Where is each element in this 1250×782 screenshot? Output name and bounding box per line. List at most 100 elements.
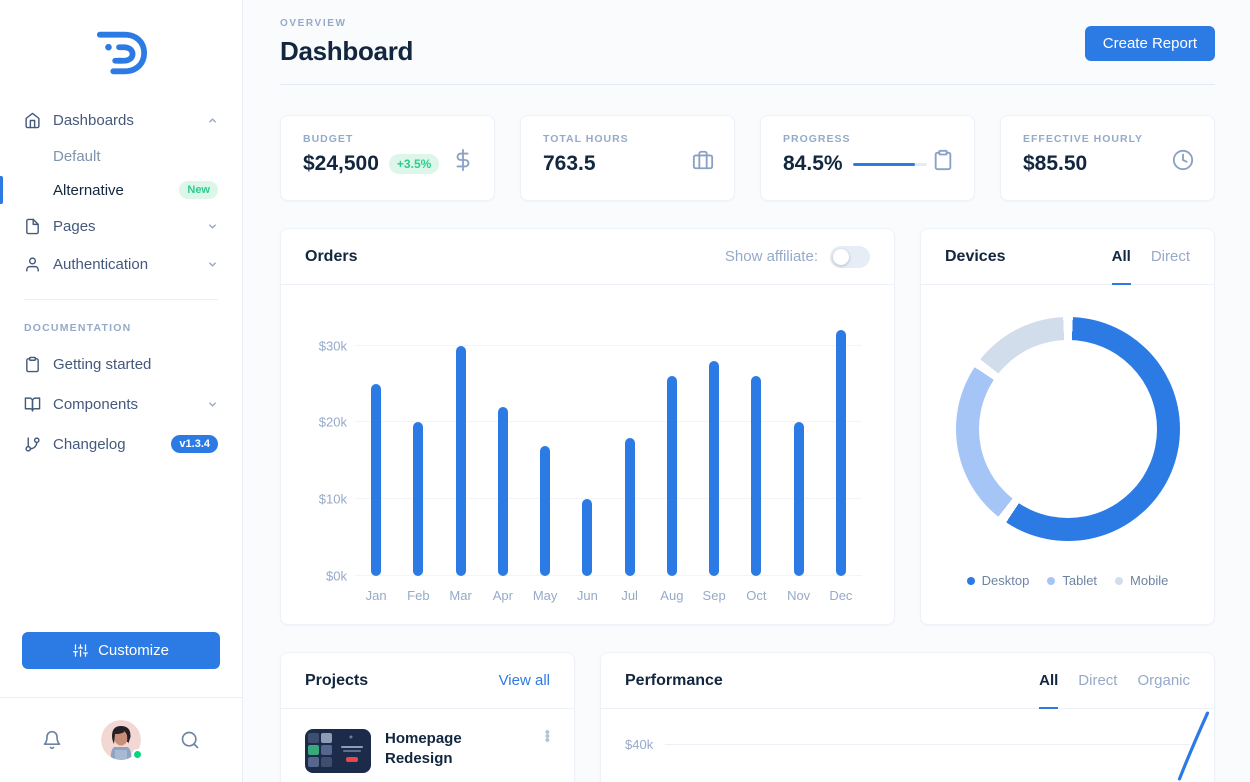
- effective-hourly-stat-card: EFFECTIVE HOURLY $85.50: [1000, 115, 1215, 201]
- stat-value: $24,500: [303, 152, 379, 175]
- app-logo[interactable]: [90, 26, 152, 85]
- bar-column: [355, 315, 397, 576]
- performance-tabs: All Direct Organic: [1039, 653, 1190, 709]
- devices-donut: [955, 317, 1180, 541]
- order-bar: [540, 445, 551, 576]
- sidebar-item-pages[interactable]: Pages: [24, 207, 218, 245]
- project-thumbnail: [305, 729, 371, 773]
- donut-hole: [978, 340, 1157, 518]
- devices-tabs: All Direct: [1111, 229, 1190, 285]
- sidebar-item-dashboards[interactable]: Dashboards: [24, 101, 218, 139]
- sidebar-item-label: Dashboards: [53, 111, 134, 129]
- header-divider: [280, 84, 1215, 85]
- order-bar: [835, 330, 846, 576]
- main-content: OVERVIEW Dashboard Create Report BUDGET …: [243, 0, 1250, 782]
- orders-months: Jan Feb Mar Apr May Jun Jul Aug Sep Oct Nov Dec: [355, 588, 862, 608]
- chevron-down-icon: [207, 221, 218, 232]
- sidebar-item-label: Authentication: [53, 255, 149, 273]
- sidebar-item-components[interactable]: Components: [24, 384, 218, 424]
- search-icon[interactable]: [180, 730, 200, 750]
- orders-card-title: Orders: [305, 247, 358, 265]
- toggle-knob: [833, 248, 849, 265]
- x-axis-label: Jan: [365, 588, 387, 603]
- tab-direct[interactable]: Direct: [1078, 672, 1118, 689]
- sidebar-item-authentication[interactable]: Authentication: [24, 245, 218, 283]
- orders-card: Orders Show affiliate: $0k $10k $20k $30k J…: [280, 228, 895, 625]
- legend-item: Mobile: [1115, 573, 1168, 588]
- chevron-down-icon: [207, 259, 218, 270]
- sidebar-item-label: Default: [53, 147, 101, 165]
- legend-label: Mobile: [1130, 573, 1169, 588]
- bar-column: [778, 315, 820, 576]
- legend-item: Tablet: [1047, 573, 1097, 588]
- legend-dot: [1115, 576, 1124, 585]
- dollar-icon: [452, 149, 474, 176]
- git-branch-icon: [24, 436, 41, 453]
- sidebar-item-label: Getting started: [53, 355, 152, 373]
- kebab-menu-icon[interactable]: • • •: [544, 724, 550, 749]
- clock-icon: [1172, 149, 1194, 176]
- project-list-item[interactable]: Homepage Redesign • • •: [305, 724, 550, 773]
- sidebar-item-getting-started[interactable]: Getting started: [24, 344, 218, 384]
- order-bar: [413, 422, 424, 576]
- sidebar-item-changelog[interactable]: Changelog v1.3.4: [24, 424, 218, 464]
- legend-label: Tablet: [1062, 573, 1098, 588]
- performance-card: Performance All Direct Organic $40k: [600, 652, 1215, 782]
- x-axis-label: Feb: [407, 588, 430, 603]
- create-report-button[interactable]: Create Report: [1084, 26, 1215, 61]
- tab-all[interactable]: All: [1111, 229, 1132, 285]
- clipboard-icon: [24, 356, 41, 373]
- order-bar: [582, 499, 593, 576]
- y-axis-tick: $10k: [318, 491, 347, 507]
- legend-dot: [1047, 576, 1056, 585]
- legend-dot: [966, 576, 975, 585]
- gridline: [355, 344, 862, 346]
- order-bar: [497, 407, 508, 576]
- new-badge: New: [179, 181, 218, 199]
- projects-card: Projects View all: [280, 652, 575, 782]
- file-icon: [24, 218, 41, 235]
- order-bar: [709, 361, 720, 576]
- avatar-photo: [101, 720, 141, 760]
- sidebar-item-default[interactable]: Default: [24, 139, 218, 173]
- orders-bars: [355, 315, 862, 576]
- bar-column: [440, 315, 482, 576]
- sidebar: Dashboards Default Alternative New Pages: [0, 0, 243, 782]
- sidebar-item-label: Components: [53, 395, 139, 413]
- bar-column: [820, 315, 862, 576]
- version-badge: v1.3.4: [171, 435, 218, 453]
- tab-organic[interactable]: Organic: [1137, 672, 1190, 689]
- gridline: [355, 575, 862, 576]
- order-bar: [455, 345, 466, 576]
- book-icon: [24, 396, 41, 413]
- charts-row: Orders Show affiliate: $0k $10k $20k $30k J…: [280, 228, 1215, 625]
- bell-icon[interactable]: [42, 730, 62, 750]
- stats-row: BUDGET $24,500 +3.5% TOTAL HOURS 763.5 P…: [280, 115, 1215, 201]
- order-bar: [751, 376, 762, 576]
- view-all-link[interactable]: View all: [498, 672, 550, 689]
- sidebar-item-label: Changelog: [53, 435, 126, 453]
- project-title: Homepage Redesign: [385, 730, 462, 767]
- gridline: [355, 421, 862, 423]
- bar-column: [609, 315, 651, 576]
- x-axis-label: Dec: [829, 588, 853, 603]
- stat-value: 84.5%: [783, 152, 843, 175]
- orders-chart: $0k $10k $20k $30k Jan Feb Mar Apr May Jun Jul Aug…: [281, 285, 894, 624]
- performance-line: [1177, 711, 1210, 781]
- x-axis-label: Oct: [746, 588, 767, 603]
- briefcase-icon: [692, 149, 714, 176]
- breadcrumb-eyebrow: OVERVIEW: [280, 18, 347, 29]
- sidebar-item-alternative[interactable]: Alternative New: [0, 173, 218, 207]
- show-affiliate-toggle[interactable]: [830, 245, 870, 268]
- tab-direct[interactable]: Direct: [1150, 248, 1190, 265]
- x-axis-label: Nov: [787, 588, 811, 603]
- stat-label: BUDGET: [303, 133, 354, 145]
- customize-button[interactable]: Customize: [22, 632, 220, 669]
- tab-all[interactable]: All: [1039, 653, 1059, 709]
- avatar[interactable]: [101, 720, 143, 760]
- orders-yaxis: $0k $10k $20k $30k: [309, 315, 347, 583]
- y-axis-tick: $0k: [326, 568, 347, 584]
- bar-column: [651, 315, 693, 576]
- home-icon: [24, 112, 41, 129]
- documentation-section-label: DOCUMENTATION: [24, 322, 132, 334]
